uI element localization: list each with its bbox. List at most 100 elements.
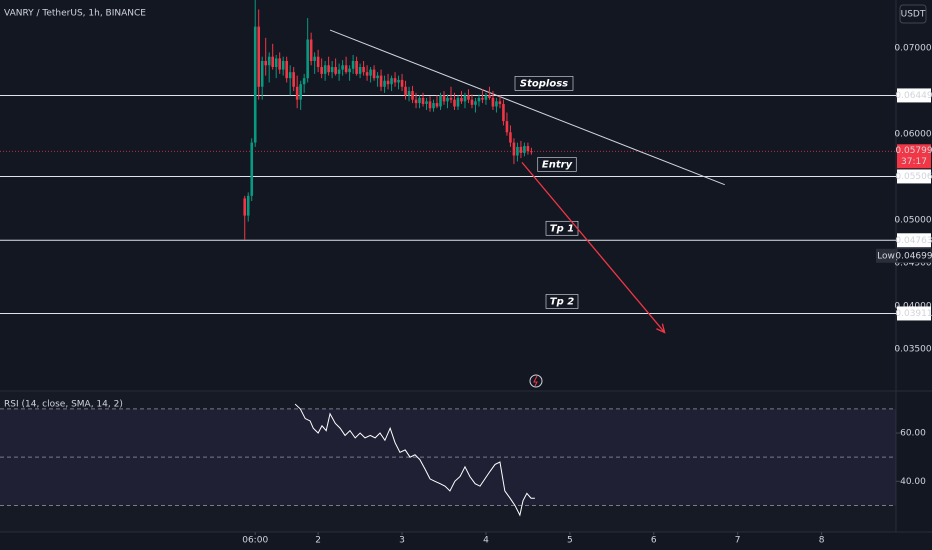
chart-title: VANRY / TetherUS, 1h, BINANCE	[4, 9, 146, 19]
rsi-line	[294, 403, 535, 517]
candle-body	[281, 60, 285, 70]
candle-body	[390, 78, 393, 85]
x-tick-label: 3	[399, 536, 405, 546]
candle-body	[421, 97, 425, 104]
candle-body	[393, 78, 397, 83]
candle-body	[379, 75, 383, 87]
rsi-title: RSI (14, close, SMA, 14, 2)	[4, 400, 123, 410]
candle-body	[383, 80, 386, 87]
x-tick-label: 2	[315, 536, 321, 546]
candle-body	[243, 198, 247, 216]
candle-body	[334, 67, 337, 74]
candle-body	[428, 101, 432, 109]
candle-body	[330, 67, 334, 73]
candle-body	[481, 97, 484, 100]
x-tick-label: 4	[483, 536, 489, 546]
level-name: Entry	[542, 159, 573, 170]
candle-body	[397, 79, 400, 83]
x-tick-label: 8	[819, 536, 825, 546]
rsi-tick-label: 60.00	[900, 429, 926, 439]
level-name-box	[514, 76, 574, 91]
level-name: Tp 1	[550, 223, 574, 234]
candle-body	[369, 69, 372, 76]
candle-body	[530, 151, 533, 153]
y-tick-label: 0.07000	[894, 44, 931, 54]
level-value: 0.05506	[895, 172, 932, 182]
level-name-box	[537, 157, 577, 172]
candle-body	[274, 58, 278, 68]
candle-body	[264, 60, 268, 66]
candle-body	[341, 65, 344, 70]
candle-body	[404, 86, 407, 96]
candle-body	[302, 78, 306, 85]
candle-body	[407, 91, 411, 96]
candle-body	[505, 121, 509, 133]
candle-body	[456, 97, 460, 107]
candle-body	[460, 97, 463, 102]
y-tick-label: 0.05000	[894, 215, 931, 225]
candle-body	[358, 67, 362, 74]
rsi-tick-label: 40.00	[900, 477, 926, 487]
candle-body	[425, 101, 428, 104]
y-tick-label: 0.06000	[894, 130, 931, 140]
candle-body	[285, 60, 288, 79]
current-price-box	[897, 144, 931, 169]
candle-body	[519, 146, 523, 153]
candle-body	[523, 146, 526, 153]
level-value: 0.06449	[895, 91, 932, 101]
candle-body	[495, 101, 498, 107]
candle-body	[327, 65, 330, 73]
level-name: Tp 2	[550, 296, 574, 307]
candle-body	[292, 72, 295, 87]
trendline	[329, 29, 725, 186]
candle-body	[432, 103, 435, 109]
candle-body	[288, 72, 292, 79]
level-name: Stoploss	[520, 78, 568, 89]
currency-button[interactable]	[899, 4, 927, 24]
candle-body	[386, 80, 390, 85]
candle-body	[250, 142, 254, 196]
candle-body	[316, 56, 320, 68]
level-value-box	[897, 88, 931, 103]
level-value-box	[897, 306, 931, 321]
candle-body	[474, 101, 477, 105]
candle-body	[257, 26, 261, 87]
candle-body	[309, 39, 313, 61]
candle-body	[351, 60, 355, 69]
candle-body	[439, 95, 442, 107]
candle-body	[260, 60, 264, 87]
y-tick-label: 0.04500	[894, 258, 931, 268]
low-value: 0.04699	[895, 251, 932, 261]
rsi-pane	[0, 392, 896, 532]
candle-body	[477, 97, 481, 102]
candle-body	[400, 79, 404, 87]
candle-body	[442, 95, 446, 102]
low-value-box	[896, 248, 932, 264]
x-tick-label: 06:00	[242, 536, 268, 546]
level-name-box	[545, 294, 579, 309]
candle-body	[337, 69, 341, 74]
candle-body	[502, 103, 505, 122]
candle-body	[253, 26, 257, 143]
x-tick-label: 7	[735, 536, 741, 546]
y-tick-label: 0.03500	[894, 344, 931, 354]
candle-body	[463, 95, 467, 102]
currency-label[interactable]: USDT	[901, 10, 926, 20]
candle-body	[271, 56, 274, 68]
candle-body	[306, 39, 309, 79]
candle-body	[491, 97, 495, 107]
candle-body	[484, 95, 488, 100]
candle-body	[435, 103, 439, 107]
candle-body	[323, 65, 327, 74]
candle-body	[470, 99, 474, 105]
level-value-box	[897, 233, 931, 248]
candle-body	[344, 65, 348, 73]
candle-body	[509, 132, 512, 143]
alert-icon	[529, 374, 543, 388]
candle-body	[488, 95, 491, 98]
candle-body	[278, 58, 281, 70]
candle-body	[526, 146, 530, 152]
current-price: 0.05799	[895, 146, 932, 156]
candle-body	[267, 56, 271, 66]
